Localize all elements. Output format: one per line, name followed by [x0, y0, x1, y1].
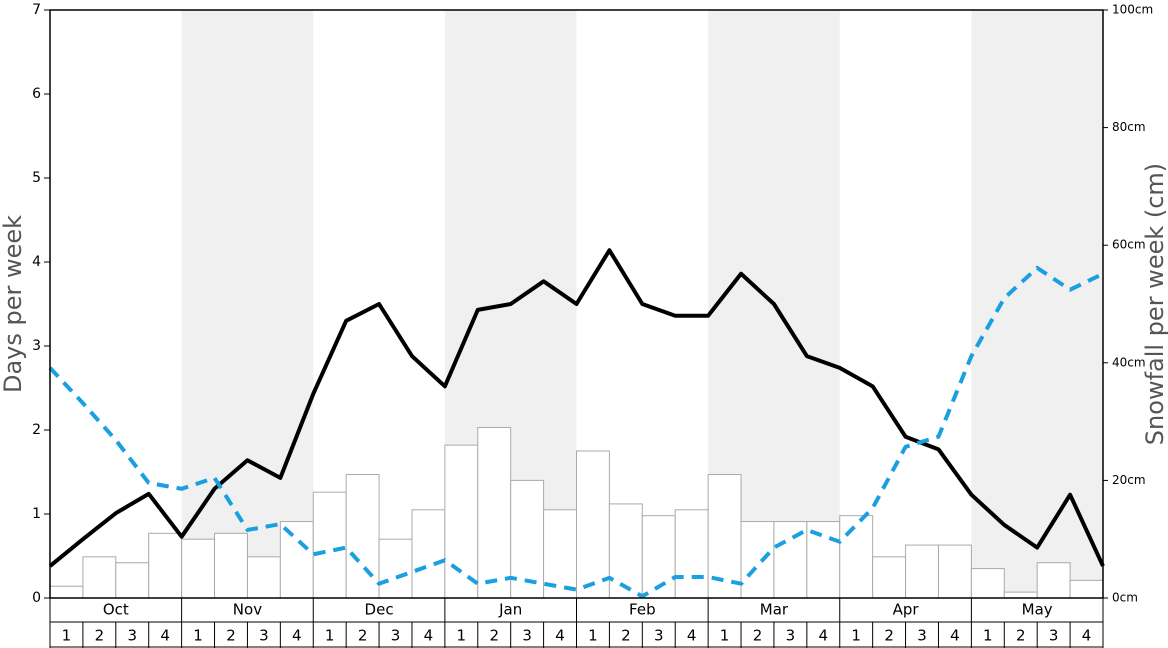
month-label: May — [1022, 601, 1053, 619]
y-axis-label: Days per week — [0, 215, 27, 393]
month-label: Mar — [760, 601, 789, 619]
x-tick-label: 3 — [522, 627, 532, 645]
bar — [378, 538, 413, 599]
bar — [181, 538, 216, 599]
month-label: Feb — [629, 601, 656, 619]
y2-tick-label: 100cm — [1112, 3, 1153, 17]
bar — [214, 532, 248, 599]
x-tick-label: 1 — [325, 627, 335, 645]
x-tick-label: 2 — [884, 627, 894, 645]
bar — [477, 426, 512, 599]
x-tick-label: 1 — [457, 627, 467, 645]
x-tick-label: 4 — [424, 627, 434, 645]
x-tick-label: 3 — [786, 627, 796, 645]
bar — [279, 521, 314, 599]
x-tick-label: 1 — [62, 627, 72, 645]
bar — [905, 544, 939, 599]
bar — [312, 491, 347, 599]
bar — [740, 521, 775, 599]
bar — [411, 509, 446, 599]
y2-tick-label: 60cm — [1112, 238, 1146, 252]
x-tick-label: 3 — [127, 627, 137, 645]
bar — [1003, 591, 1038, 599]
bar — [608, 503, 643, 599]
month-label: Apr — [893, 601, 920, 619]
x-tick-label: 2 — [489, 627, 499, 645]
bar — [674, 509, 709, 599]
y-tick-label: 4 — [32, 254, 41, 270]
y2-axis-label: Snowfall per week (cm) — [1141, 163, 1168, 445]
bar — [49, 585, 84, 599]
y-tick-label: 2 — [32, 422, 41, 438]
x-tick-label: 4 — [687, 627, 697, 645]
bar — [937, 544, 972, 599]
month-label: Oct — [103, 601, 129, 619]
bar — [970, 568, 1005, 599]
bar — [1069, 579, 1104, 599]
x-tick-label: 4 — [819, 627, 829, 645]
x-tick-label: 4 — [292, 627, 302, 645]
x-tick-label: 1 — [193, 627, 203, 645]
x-tick-label: 2 — [358, 627, 368, 645]
month-band — [181, 10, 314, 598]
x-tick-label: 2 — [226, 627, 236, 645]
bar — [345, 474, 380, 599]
x-tick-label: 3 — [1049, 627, 1059, 645]
y-tick-label: 5 — [32, 170, 41, 186]
month-label: Nov — [233, 601, 262, 619]
month-band — [971, 10, 1103, 598]
x-tick-label: 2 — [753, 627, 763, 645]
y2-tick-label: 40cm — [1112, 355, 1146, 369]
bar — [576, 450, 610, 599]
x-tick-label: 4 — [1082, 627, 1092, 645]
bar — [839, 515, 874, 599]
y-tick-label: 6 — [32, 86, 41, 102]
bar — [115, 562, 150, 599]
y-tick-label: 3 — [32, 338, 41, 354]
y2-tick-label: 80cm — [1112, 120, 1146, 134]
y-tick-label: 1 — [32, 506, 41, 522]
y2-tick-label: 20cm — [1112, 473, 1146, 487]
x-tick-label: 2 — [95, 627, 105, 645]
bar — [872, 556, 907, 599]
bar — [1036, 562, 1071, 599]
month-label: Dec — [365, 601, 394, 619]
x-tick-label: 3 — [391, 627, 401, 645]
month-label: Jan — [498, 601, 522, 619]
x-tick-label: 3 — [917, 627, 927, 645]
x-tick-label: 1 — [851, 627, 861, 645]
x-tick-label: 3 — [654, 627, 664, 645]
y2-tick-label: 0cm — [1112, 591, 1138, 605]
y-tick-label: 7 — [32, 2, 41, 18]
bar — [806, 521, 841, 599]
x-tick-label: 4 — [555, 627, 565, 645]
bar — [246, 556, 281, 599]
y-tick-label: 0 — [32, 590, 41, 606]
x-tick-label: 2 — [621, 627, 631, 645]
x-tick-label: 4 — [160, 627, 170, 645]
x-tick-label: 3 — [259, 627, 269, 645]
line — [48, 265, 1104, 599]
line — [48, 248, 1105, 568]
x-tick-label: 1 — [720, 627, 730, 645]
bar — [444, 444, 479, 599]
x-tick-label: 4 — [950, 627, 960, 645]
x-tick-label: 1 — [588, 627, 598, 645]
bar — [82, 556, 117, 599]
x-tick-label: 1 — [983, 627, 993, 645]
bar — [148, 532, 183, 599]
x-tick-label: 2 — [1016, 627, 1026, 645]
